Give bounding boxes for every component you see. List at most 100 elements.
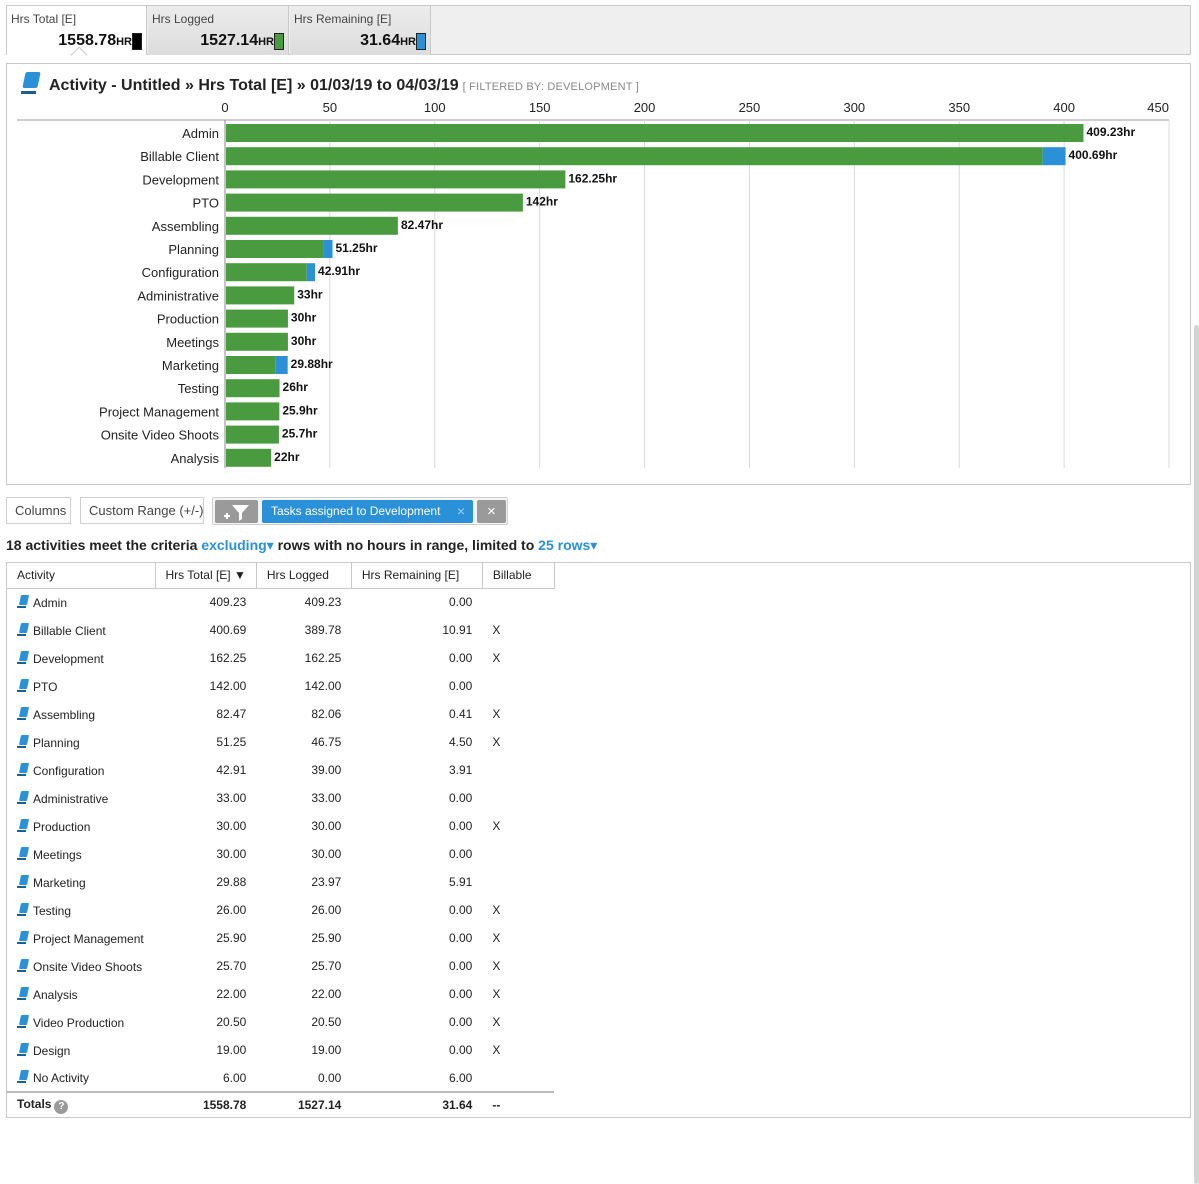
table-row[interactable]: Design 19.00 19.00 0.00 X xyxy=(7,1036,554,1064)
excluding-dropdown[interactable]: excluding▾ xyxy=(201,537,274,553)
tab-hrs-remaining[interactable]: Hrs Remaining [E] 31.64HR xyxy=(290,6,431,55)
tab-value: 1527.14HR xyxy=(200,32,274,49)
table-row[interactable]: No Activity 6.00 0.00 6.00 xyxy=(7,1064,554,1092)
y-category-label: Administrative xyxy=(137,288,219,303)
billable-cell xyxy=(482,784,554,812)
criteria-prefix: 18 activities meet the criteria xyxy=(6,537,198,553)
hrs-logged-cell: 30.00 xyxy=(311,847,342,861)
blue-swatch-icon xyxy=(416,33,426,50)
table-row[interactable]: Administrative 33.00 33.00 0.00 xyxy=(7,784,554,812)
bar-logged xyxy=(226,216,398,235)
activity-cell[interactable]: Meetings xyxy=(7,840,155,868)
activity-name: Design xyxy=(33,1043,71,1058)
hrs-logged-cell: 142.00 xyxy=(304,679,342,693)
y-category-label: Meetings xyxy=(166,335,219,350)
filter-pill-development[interactable]: Tasks assigned to Development × xyxy=(262,500,473,523)
activity-name: Administrative xyxy=(33,791,109,806)
activity-cell[interactable]: Design xyxy=(7,1036,155,1064)
help-icon[interactable]: ? xyxy=(54,1099,69,1114)
custom-range-button[interactable]: Custom Range (+/-) xyxy=(80,497,204,524)
table-row[interactable]: Development 162.25 162.25 0.00 X xyxy=(7,644,554,672)
table-row[interactable]: Testing 26.00 26.00 0.00 X xyxy=(7,896,554,924)
activity-cell[interactable]: Configuration xyxy=(7,756,155,784)
bar-value-label: 162.25hr xyxy=(568,171,617,185)
bar-value-label: 51.25hr xyxy=(336,241,378,255)
table-row[interactable]: Meetings 30.00 30.00 0.00 xyxy=(7,840,554,868)
hrs-remaining-cell: 0.00 xyxy=(448,931,473,945)
activity-cell[interactable]: PTO xyxy=(7,672,155,700)
col-header-hrs-total[interactable]: Hrs Total [E] ▼ xyxy=(155,563,257,589)
green-swatch-icon xyxy=(274,33,284,50)
table-row[interactable]: Production 30.00 30.00 0.00 X xyxy=(7,812,554,840)
hrs-logged-cell: 23.97 xyxy=(311,875,342,889)
bar-value-label: 26hr xyxy=(283,380,309,394)
activity-cell[interactable]: Billable Client xyxy=(7,616,155,644)
activity-name: No Activity xyxy=(33,1071,90,1085)
activity-name: Analysis xyxy=(33,987,78,1002)
hrs-total-cell: 82.47 xyxy=(216,707,247,721)
activity-cell[interactable]: Admin xyxy=(7,588,155,616)
clear-filters-button[interactable]: × xyxy=(477,500,506,523)
bar-logged xyxy=(226,193,523,212)
billable-cell: X xyxy=(492,651,501,665)
page-scrollbar[interactable] xyxy=(1194,325,1199,1184)
table-row[interactable]: Planning 51.25 46.75 4.50 X xyxy=(7,728,554,756)
row-limit-dropdown[interactable]: 25 rows▾ xyxy=(538,537,598,553)
table-header-row: Activity Hrs Total [E] ▼ Hrs Logged Hrs … xyxy=(7,563,555,589)
hrs-logged-cell: 0.00 xyxy=(317,1070,342,1085)
activity-book-icon xyxy=(17,819,30,833)
hrs-logged-cell: 46.75 xyxy=(311,735,342,749)
add-filter-icon xyxy=(224,505,249,521)
activity-cell[interactable]: Analysis xyxy=(7,980,155,1008)
bar-value-label: 409.23hr xyxy=(1086,125,1135,139)
columns-button[interactable]: Columns xyxy=(6,497,71,524)
activity-cell[interactable]: Development xyxy=(7,644,155,672)
activity-cell[interactable]: No Activity xyxy=(7,1064,155,1092)
hrs-remaining-cell: 0.00 xyxy=(448,959,473,973)
totals-row: Totals? 1558.78 1527.14 31.64 -- xyxy=(7,1091,555,1117)
activity-name: Planning xyxy=(33,735,80,750)
y-category-label: Production xyxy=(157,312,219,327)
add-filter-button[interactable] xyxy=(215,500,258,523)
bar-logged xyxy=(226,240,324,258)
table-row[interactable]: Assembling 82.47 82.06 0.41 X xyxy=(7,700,554,728)
col-header-hrs-remaining[interactable]: Hrs Remaining [E] xyxy=(351,563,483,589)
activity-book-icon xyxy=(17,1043,30,1057)
col-header-hrs-logged[interactable]: Hrs Logged xyxy=(256,563,352,589)
activity-cell[interactable]: Marketing xyxy=(7,868,155,896)
table-row[interactable]: PTO 142.00 142.00 0.00 xyxy=(7,672,554,700)
bar-logged xyxy=(226,124,1084,142)
table-row[interactable]: Video Production 20.50 20.50 0.00 X xyxy=(7,1008,554,1036)
hrs-remaining-cell: 0.00 xyxy=(448,847,473,861)
y-category-label: PTO xyxy=(193,196,220,211)
activity-cell[interactable]: Production xyxy=(7,812,155,840)
activity-cell[interactable]: Onsite Video Shoots xyxy=(7,952,155,980)
table-row[interactable]: Admin 409.23 409.23 0.00 xyxy=(7,588,554,616)
table-row[interactable]: Configuration 42.91 39.00 3.91 xyxy=(7,756,554,784)
table-row[interactable]: Project Management 25.90 25.90 0.00 X xyxy=(7,924,554,952)
bar-logged xyxy=(226,263,307,282)
table-row[interactable]: Onsite Video Shoots 25.70 25.70 0.00 X xyxy=(7,952,554,980)
y-category-label: Configuration xyxy=(142,265,219,280)
billable-cell: X xyxy=(492,819,501,833)
bar-remaining xyxy=(323,240,333,258)
totals-label: Totals xyxy=(17,1096,52,1111)
tab-hrs-logged[interactable]: Hrs Logged 1527.14HR xyxy=(148,6,289,55)
col-header-activity[interactable]: Activity xyxy=(7,563,156,589)
activity-cell[interactable]: Project Management xyxy=(7,924,155,952)
remove-filter-icon[interactable]: × xyxy=(456,503,465,519)
activity-cell[interactable]: Assembling xyxy=(7,700,155,728)
activity-cell[interactable]: Planning xyxy=(7,728,155,756)
table-row[interactable]: Analysis 22.00 22.00 0.00 X xyxy=(7,980,554,1008)
col-header-billable[interactable]: Billable xyxy=(482,563,555,589)
chart-panel: Activity - Untitled » Hrs Total [E] » 01… xyxy=(6,63,1191,485)
hrs-remaining-cell: 0.41 xyxy=(448,707,473,721)
table-row[interactable]: Marketing 29.88 23.97 5.91 xyxy=(7,868,554,896)
activity-cell[interactable]: Administrative xyxy=(7,784,155,812)
hrs-total-cell: 19.00 xyxy=(216,1043,247,1057)
activity-cell[interactable]: Video Production xyxy=(7,1008,155,1036)
x-tick-label: 300 xyxy=(843,100,865,115)
y-category-label: Planning xyxy=(168,242,219,257)
activity-cell[interactable]: Testing xyxy=(7,896,155,924)
table-row[interactable]: Billable Client 400.69 389.78 10.91 X xyxy=(7,616,554,644)
